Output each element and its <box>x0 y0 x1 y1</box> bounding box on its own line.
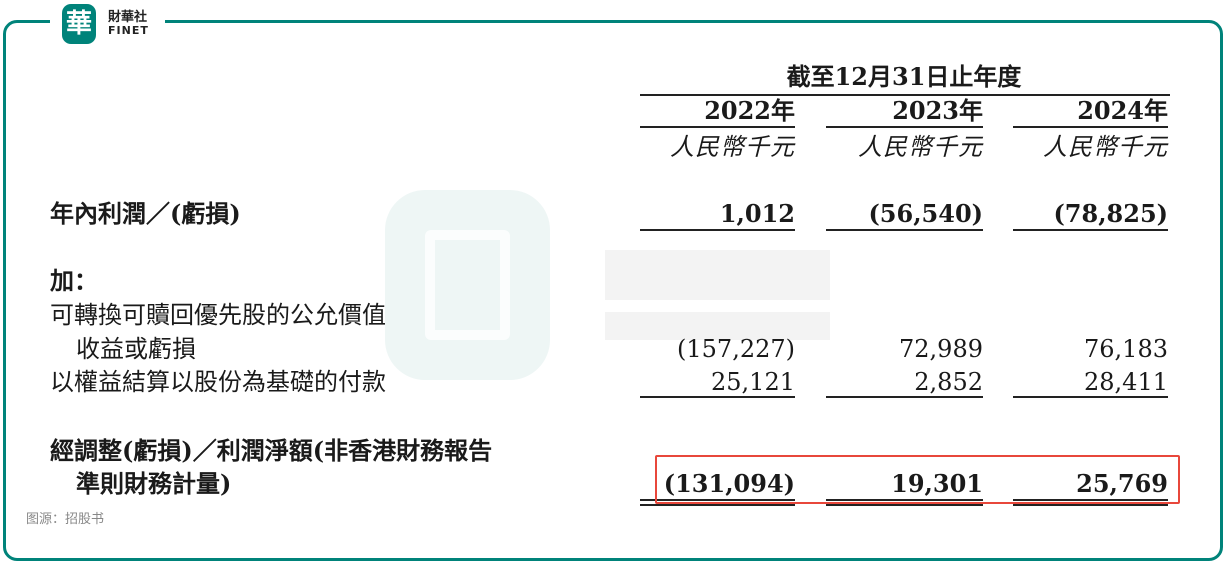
brand-name: 財華社 FINET <box>108 11 149 37</box>
year-header: 2023年 <box>892 96 983 125</box>
cell: 1,012 <box>719 199 795 228</box>
double-rule <box>1013 499 1168 501</box>
cell: (78,825) <box>1053 199 1168 228</box>
source-note: 图源：招股书 <box>26 512 105 527</box>
row-label: 加： <box>50 266 98 295</box>
watermark-text-en <box>605 312 830 340</box>
unit-label: 人民幣千元 <box>1043 133 1168 161</box>
rule <box>640 229 795 231</box>
double-rule <box>826 499 983 501</box>
double-rule <box>640 504 795 506</box>
period-header: 截至12月31日止年度 <box>786 62 1022 91</box>
row-label: 收益或虧損 <box>76 335 196 363</box>
highlight-box <box>655 455 1180 504</box>
row-label: 準則財務計量) <box>76 469 232 498</box>
cell: 19,301 <box>891 469 983 498</box>
rule <box>1013 229 1168 231</box>
cell: (157,227) <box>677 335 795 363</box>
brand-name-zh: 財華社 <box>108 10 148 25</box>
cell: 76,183 <box>1084 335 1168 363</box>
brand-name-en: FINET <box>108 24 149 37</box>
cell: 25,769 <box>1076 469 1168 498</box>
row-label: 經調整(虧損)／利潤淨額(非香港財務報告 <box>50 436 493 465</box>
rule <box>1013 126 1168 128</box>
rule <box>826 126 983 128</box>
cell: 72,989 <box>899 335 983 363</box>
cell: 25,121 <box>711 368 795 396</box>
rule <box>640 126 795 128</box>
row-label: 以權益結算以股份為基礎的付款 <box>50 368 386 396</box>
watermark-logo-mark <box>425 230 510 340</box>
watermark-logo <box>385 190 550 380</box>
row-label: 可轉換可贖回優先股的公允價值 <box>50 301 386 329</box>
cell: (131,094) <box>663 469 795 498</box>
cell: (56,540) <box>868 199 983 228</box>
unit-label: 人民幣千元 <box>670 133 795 161</box>
rule <box>826 396 983 398</box>
row-label: 年內利潤／(虧損) <box>50 199 241 228</box>
rule <box>826 229 983 231</box>
cell: 2,852 <box>914 368 983 396</box>
double-rule <box>640 499 795 501</box>
watermark-text-zh <box>605 250 830 300</box>
unit-label: 人民幣千元 <box>858 133 983 161</box>
card-frame <box>3 20 1223 561</box>
year-header: 2022年 <box>704 96 795 125</box>
rule <box>640 94 1170 96</box>
year-header: 2024年 <box>1077 96 1168 125</box>
double-rule <box>826 504 983 506</box>
rule <box>640 396 795 398</box>
cell: 28,411 <box>1084 368 1168 396</box>
finet-logo-icon: 華 <box>62 4 96 44</box>
rule <box>1013 396 1168 398</box>
double-rule <box>1013 504 1168 506</box>
